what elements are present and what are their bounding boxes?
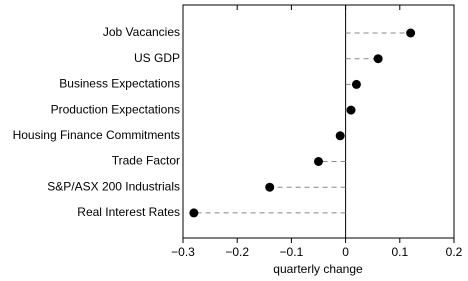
- y-tick-label: Production Expectations: [51, 102, 180, 116]
- dot: [314, 157, 323, 166]
- x-axis-label: quarterly change: [273, 262, 363, 276]
- dot: [189, 208, 199, 218]
- x-tick-label: −0.1: [280, 245, 304, 259]
- dot: [351, 79, 361, 89]
- x-tick-label: 0: [342, 245, 349, 259]
- x-tick-label: 0.2: [446, 245, 463, 259]
- dot: [406, 28, 416, 38]
- y-tick-label: S&P/ASX 200 Industrials: [47, 179, 180, 193]
- dot: [335, 131, 345, 141]
- x-tick-label: 0.1: [391, 245, 408, 259]
- dot: [373, 54, 383, 64]
- y-tick-label: Real Interest Rates: [77, 205, 180, 219]
- y-tick-label: Job Vacancies: [103, 25, 180, 39]
- x-tick-label: −0.2: [225, 245, 249, 259]
- y-tick-label: US GDP: [134, 51, 180, 65]
- x-tick-label: −0.3: [171, 245, 195, 259]
- y-tick-label: Housing Finance Commitments: [13, 128, 180, 142]
- y-tick-label: Trade Factor: [112, 154, 180, 168]
- dot: [265, 182, 275, 192]
- dot: [346, 105, 356, 115]
- plot-frame: [182, 4, 455, 239]
- y-tick-label: Business Expectations: [59, 77, 180, 91]
